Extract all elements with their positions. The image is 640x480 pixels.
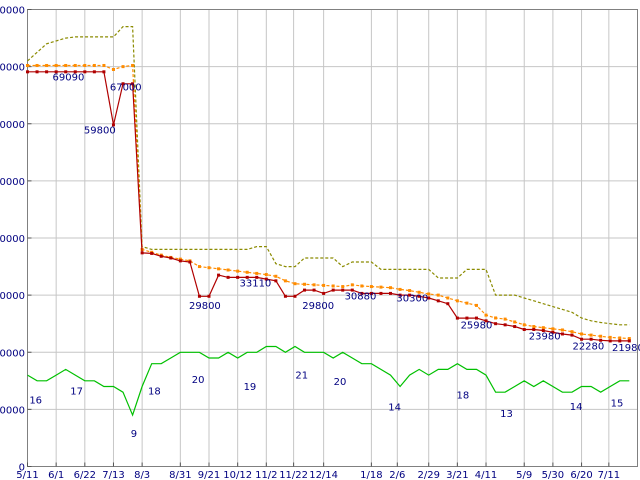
annotation-label: 25980 xyxy=(461,320,493,331)
x-tick-label: 5/30 xyxy=(542,470,564,480)
annotation-label: 9 xyxy=(131,429,137,440)
series-store-count xyxy=(27,345,630,417)
annotation-label: 14 xyxy=(388,403,401,414)
y-axis-labels: 0 10000 20000 30000 40000 50000 60000 70000 8000… xyxy=(0,6,25,474)
annotation-label: 21980 xyxy=(612,343,640,354)
annotation-label: 59800 xyxy=(84,125,116,136)
x-tick-label: 7/13 xyxy=(102,470,124,480)
x-tick-label: 2/6 xyxy=(389,470,405,480)
x-tick-label: 5/11 xyxy=(16,470,38,480)
annotation-label: 15 xyxy=(611,399,624,410)
annotation-label: 23980 xyxy=(529,332,561,343)
x-tick-label: 4/11 xyxy=(475,470,497,480)
y-tick-label: 20000 xyxy=(0,348,25,359)
y-tick-label: 70000 xyxy=(0,63,25,74)
y-tick-label: 80000 xyxy=(0,6,25,17)
y-tick-label: 50000 xyxy=(0,177,25,188)
annotation-label: 16 xyxy=(29,396,42,407)
x-tick-label: 5/9 xyxy=(516,470,532,480)
x-tick-label: 9/21 xyxy=(198,470,220,480)
annotation-label: 67000 xyxy=(110,83,142,94)
y-tick-label: 0 xyxy=(19,463,25,474)
annotation-label: 30880 xyxy=(345,292,377,303)
annotation-label: 22280 xyxy=(572,341,604,352)
y-tick-label: 10000 xyxy=(0,405,25,416)
annotation-label: 30300 xyxy=(396,293,428,304)
series-average-price xyxy=(26,63,631,341)
annotation-label: 20 xyxy=(192,375,205,386)
x-tick-label: 2/29 xyxy=(417,470,439,480)
annotation-label: 20 xyxy=(334,377,347,388)
y-tick-label: 40000 xyxy=(0,234,25,245)
annotation-label: 14 xyxy=(570,402,583,413)
annotation-label: 13 xyxy=(500,409,513,420)
x-tick-label: 3/21 xyxy=(446,470,468,480)
annotation-label: 18 xyxy=(148,387,161,398)
x-tick-label: 11/22 xyxy=(279,470,308,480)
x-tick-label: 11/2 xyxy=(255,470,277,480)
series-lowest-price xyxy=(26,70,631,343)
x-axis-labels: 5/11 6/1 6/22 7/13 8/3 8/31 9/21 10/12 11/2 11/22… xyxy=(16,470,620,480)
x-tick-label: 7/11 xyxy=(598,470,620,480)
annotation-label: 21 xyxy=(295,371,308,382)
x-tick-label: 8/31 xyxy=(169,470,191,480)
x-tick-label: 8/3 xyxy=(134,470,150,480)
value-annotations: 69090 59800 67000 29800 33110 29800 30880 30300… xyxy=(29,72,640,439)
y-tick-label: 60000 xyxy=(0,120,25,131)
x-tick-label: 10/12 xyxy=(223,470,252,480)
annotation-label: 33110 xyxy=(239,279,271,290)
tick-marks xyxy=(27,9,610,467)
x-tick-label: 6/22 xyxy=(74,470,96,480)
annotation-label: 29800 xyxy=(302,301,334,312)
x-tick-label: 6/20 xyxy=(570,470,592,480)
y-tick-label: 30000 xyxy=(0,291,25,302)
series-highest-price xyxy=(27,26,630,326)
x-tick-label: 1/18 xyxy=(360,470,382,480)
annotation-label: 29800 xyxy=(189,301,221,312)
x-tick-label: 12/14 xyxy=(309,470,338,480)
annotation-label: 18 xyxy=(456,391,469,402)
annotation-label: 69090 xyxy=(53,72,85,83)
annotation-label: 17 xyxy=(70,387,83,398)
annotation-label: 19 xyxy=(244,382,257,393)
x-tick-label: 6/1 xyxy=(48,470,64,480)
